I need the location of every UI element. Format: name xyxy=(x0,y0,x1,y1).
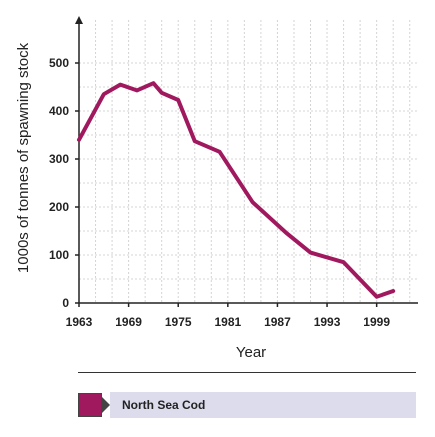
x-tick-label: 1975 xyxy=(165,315,192,329)
legend: North Sea Cod xyxy=(78,372,416,418)
y-tick-labels: 0 100 200 300 400 500 xyxy=(49,56,79,310)
legend-label: North Sea Cod xyxy=(122,398,206,412)
series-line xyxy=(77,81,396,299)
y-tick-label: 500 xyxy=(49,56,69,70)
legend-item: North Sea Cod xyxy=(78,392,416,418)
y-axis-arrow-icon xyxy=(75,16,83,24)
y-tick-label: 400 xyxy=(49,104,69,118)
y-tick-label: 100 xyxy=(49,248,69,262)
x-tick-label: 1969 xyxy=(115,315,142,329)
legend-pointer-icon xyxy=(102,397,110,413)
x-tick-label: 1999 xyxy=(363,315,390,329)
x-tick-label: 1963 xyxy=(66,315,93,329)
y-axis-title: 1000s of tonnes of spawning stock xyxy=(15,42,32,273)
y-tick-label: 200 xyxy=(49,200,69,214)
legend-swatch xyxy=(78,393,102,417)
x-tick-label: 1993 xyxy=(314,315,341,329)
y-tick-label: 300 xyxy=(49,152,69,166)
x-tick-label: 1987 xyxy=(264,315,291,329)
legend-band xyxy=(110,392,416,418)
y-tick-label: 0 xyxy=(62,296,69,310)
x-axis-title: Year xyxy=(236,344,266,361)
series xyxy=(77,81,396,299)
legend-divider xyxy=(78,372,416,373)
axes xyxy=(75,16,418,304)
grid xyxy=(79,20,418,303)
x-tick-label: 1981 xyxy=(214,315,241,329)
x-tick-labels: 1963 1969 1975 1981 1987 1993 1999 xyxy=(66,303,390,329)
